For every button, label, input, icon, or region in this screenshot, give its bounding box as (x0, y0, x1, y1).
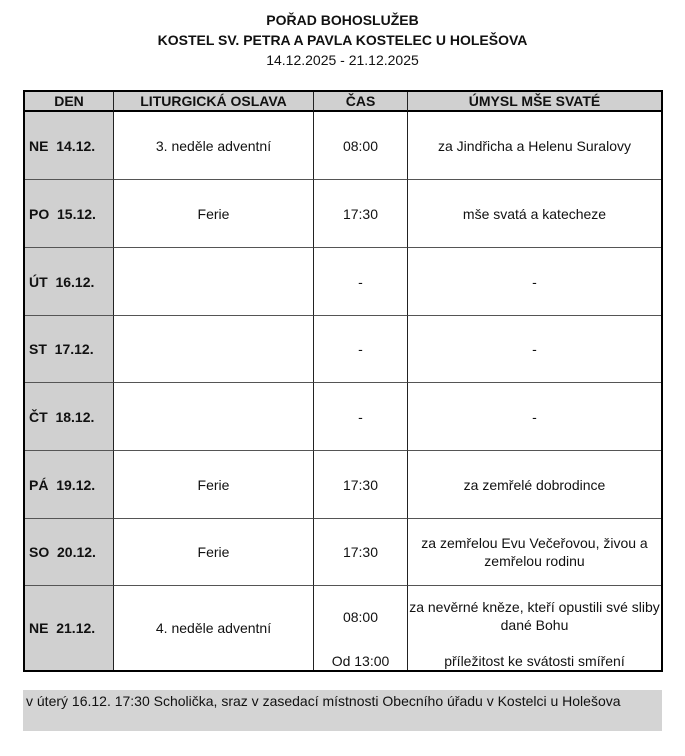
cell-time: 17:30 (314, 519, 408, 586)
column-header: ÚMYSL MŠE SVATÉ (408, 92, 661, 112)
column-header: ČAS (314, 92, 408, 112)
cell-time: 08:00 (314, 112, 408, 180)
cell-celebration (114, 248, 314, 316)
cell-day: NE 14.12. (25, 112, 114, 180)
cell-intention: - (408, 316, 661, 383)
church-name: KOSTEL SV. PETRA A PAVLA KOSTELEC U HOLE… (157, 32, 528, 48)
cell-celebration (114, 383, 314, 451)
cell-day: ST 17.12. (25, 316, 114, 383)
schedule-table: DEN LITURGICKÁ OSLAVA ČAS ÚMYSL MŠE SVATÉ NE… (23, 90, 663, 672)
cell-intention: mše svatá a katecheze (408, 180, 661, 248)
mass-time: 08:00 (342, 609, 379, 625)
cell-intention: za zemřelé dobrodince (408, 451, 661, 519)
cell-day: SO 20.12. (25, 519, 114, 586)
cell-celebration: Ferie (114, 451, 314, 519)
cell-celebration: Ferie (114, 180, 314, 248)
column-header: LITURGICKÁ OSLAVA (114, 92, 314, 112)
cell-intention: - (408, 248, 661, 316)
cell-day: ÚT 16.12. (25, 248, 114, 316)
date-range: 14.12.2025 - 21.12.2025 (266, 52, 419, 68)
confession-note: příležitost ke svátosti smíření (444, 653, 625, 669)
cell-time: - (314, 316, 408, 383)
note: v úterý 16.12. 17:30 Scholička, sraz v z… (23, 690, 662, 731)
cell-day: ČT 18.12. (25, 383, 114, 451)
cell-celebration: Ferie (114, 519, 314, 586)
cell-day: NE 21.12. (25, 586, 114, 670)
cell-time: - (314, 248, 408, 316)
confession-time: Od 13:00 (331, 653, 390, 669)
cell-time: 17:30 (314, 180, 408, 248)
cell-time: 17:30 (314, 451, 408, 519)
cell-day: PÁ 19.12. (25, 451, 114, 519)
mass-intention: za nevěrné kněze, kteří opustili své sli… (409, 599, 660, 633)
cell-intention: - (408, 383, 661, 451)
cell-time: 08:00 Od 13:00 (314, 586, 408, 670)
column-header: DEN (25, 92, 114, 112)
cell-intention: za zemřelou Evu Večeřovou, živou a zemře… (408, 519, 661, 586)
cell-celebration: 4. neděle adventní (114, 586, 314, 670)
doc-title: POŘAD BOHOSLUŽEB (266, 12, 419, 28)
cell-intention: za nevěrné kněze, kteří opustili své sli… (408, 586, 661, 670)
cell-time: - (314, 383, 408, 451)
cell-celebration (114, 316, 314, 383)
cell-day: PO 15.12. (25, 180, 114, 248)
cell-celebration: 3. neděle adventní (114, 112, 314, 180)
cell-intention: za Jindřicha a Helenu Suralovy (408, 112, 661, 180)
